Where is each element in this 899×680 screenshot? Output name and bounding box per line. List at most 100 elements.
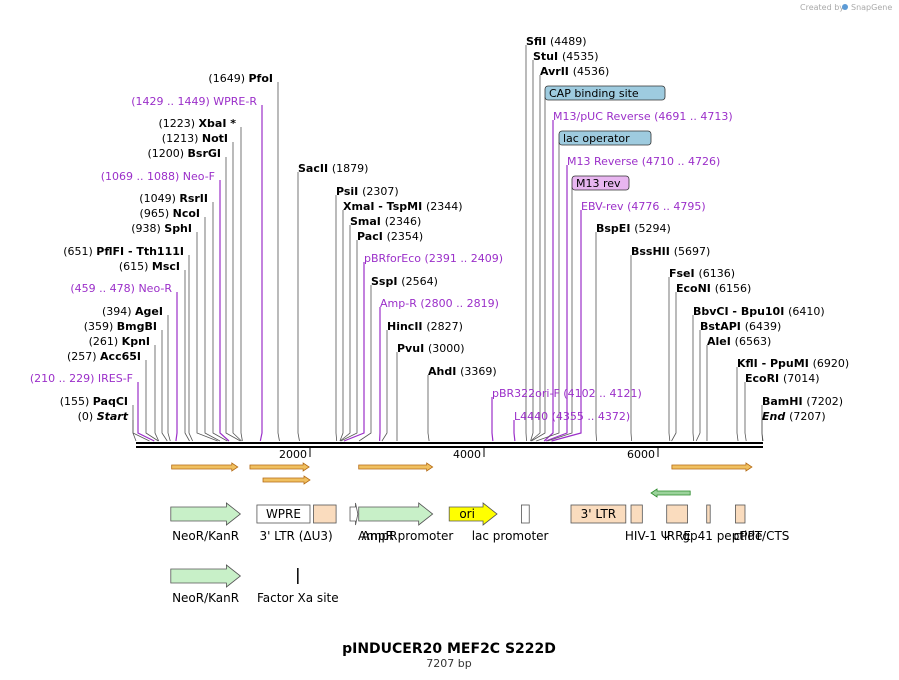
label-ebv-rev-position: (4776 .. 4795) [627,200,706,213]
label-sacii-position: (1879) [332,162,369,175]
feature-neorkanr [170,502,242,526]
leader-line-bbvci [692,315,695,442]
leader-line-ahdi [427,375,430,442]
feature-label-gp41: gp41 peptide [682,529,762,543]
label-sfii-position: (4489) [550,35,587,48]
label-xmai-name: XmaI - TspMI [343,200,426,213]
leader-line-fsei [668,277,671,442]
label-stui-name: StuI [533,50,562,63]
label-xbai: (1223) XbaI * [158,117,236,130]
feature-ltr-du3 [313,504,337,524]
primer-arrow-0 [171,462,239,472]
feature-cppt [735,504,746,524]
primer-arrow-2 [262,475,311,485]
label-bmgbi-name: BmgBI [117,320,157,333]
label-sspi: SspI (2564) [371,275,438,288]
map-subtitle: 7207 bp [426,657,471,670]
leader-line-sacii [297,172,300,442]
label-neo-f-name: Neo-F [183,170,215,183]
label-sphi: (938) SphI [131,222,192,235]
leader-line-cap [531,97,546,442]
feature-ampr-prom [349,502,359,526]
feature-wpre [256,504,311,524]
leader-line-econi [671,292,677,442]
label-bbvci-position: (6410) [788,305,825,318]
label-xbai-position: (1223) [158,117,198,130]
leader-line-wpre-r [259,105,263,442]
label-bbvci-name: BbvCI - Bpu10I [693,305,788,318]
label-agei-position: (394) [102,305,135,318]
feature-label-factorxa: Factor Xa site [257,591,339,605]
label-hincii-position: (2827) [426,320,463,333]
label-xbai-name: XbaI * [199,117,237,130]
label-ahdi: AhdI (3369) [428,365,497,378]
label-neo-r: (459 .. 478) Neo-R [70,282,172,295]
label-ecori-position: (7014) [783,372,820,385]
label-m13puc-name: M13/pUC Reverse [553,110,654,123]
label-l4440: L4440 (4355 .. 4372) [514,410,630,423]
label-ires-f: (210 .. 229) IRES-F [30,372,133,385]
label-agei-name: AgeI [135,305,163,318]
leader-line-stui [530,60,534,442]
label-hincii-name: HincII [387,320,426,333]
label-ebv-rev: EBV-rev (4776 .. 4795) [581,200,706,213]
tick-label-2000: 2000 [279,448,307,461]
leader-line-end [761,420,764,442]
label-pbrforeco-position: (2391 .. 2409) [425,252,504,265]
label-start: (0) Start [78,410,129,423]
label-rsrii: (1049) RsrII [139,192,208,205]
tick-label-6000: 6000 [627,448,655,461]
label-avrii: AvrII (4536) [540,65,609,78]
label-m13rev-position: (4710 .. 4726) [642,155,721,168]
label-msci-position: (615) [119,260,152,273]
feature-label-cap: CAP binding site [549,87,639,100]
leader-line-rsrii [212,202,228,442]
label-bamhi: BamHI (7202) [762,395,843,408]
label-bspei-name: BspEI [596,222,634,235]
leader-line-lacop [536,142,560,442]
label-end-position: (7207) [789,410,826,423]
label-hincii: HincII (2827) [387,320,463,333]
feature-ampr [358,502,434,526]
primer-arrow-1 [249,462,310,472]
label-kfli-name: KflI - PpuMI [737,357,813,370]
label-bsrgi-name: BsrGI [188,147,221,160]
leader-line-hincii [381,330,388,442]
leader-line-acc65i [145,360,159,442]
label-sspi-name: SspI [371,275,401,288]
label-sfii: SfiI (4489) [526,35,587,48]
label-bbvci: BbvCI - Bpu10I (6410) [693,305,825,318]
leader-line-psii [335,195,338,442]
leader-line-neo-f [219,180,230,442]
feature-box-lacop [558,130,652,146]
label-ahdi-position: (3369) [460,365,497,378]
leader-line-kfli [736,367,739,442]
leader-line-pflfi [188,255,194,442]
label-m13rev-name: M13 Reverse [567,155,642,168]
leader-line-bsshii [630,255,633,442]
feature-neorkanr2 [170,564,242,588]
label-start-name: Start [97,410,129,423]
label-pbr322ori-f-name: pBR322ori-F [492,387,563,400]
label-end-name: End [762,410,789,423]
label-bsshii-name: BssHII [631,245,674,258]
leader-line-bsrgi [225,157,241,442]
label-pvui: PvuI (3000) [397,342,465,355]
leader-line-ebv-rev [551,210,582,442]
leader-line-ires-f [137,382,155,442]
leader-line-ncoi [204,217,221,442]
label-xmai: XmaI - TspMI (2344) [343,200,463,213]
label-wpre-r-name: WPRE-R [213,95,257,108]
label-bspei: BspEI (5294) [596,222,671,235]
label-ahdi-name: AhdI [428,365,460,378]
label-econi-position: (6156) [715,282,752,295]
label-acc65i-position: (257) [67,350,100,363]
label-m13puc: M13/pUC Reverse (4691 .. 4713) [553,110,733,123]
label-paqci-name: PaqCI [93,395,128,408]
label-smai-position: (2346) [385,215,422,228]
label-bsrgi: (1200) BsrGI [147,147,221,160]
label-avrii-name: AvrII [540,65,573,78]
feature-gp41 [706,504,711,524]
leader-line-bstapi [695,330,701,442]
snapgene-brand: SnapGene [851,3,892,12]
